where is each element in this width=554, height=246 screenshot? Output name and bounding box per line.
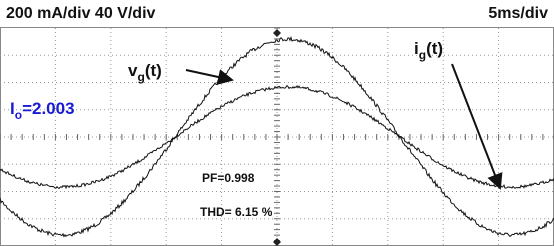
thd-label: THD= 6.15 % <box>200 205 273 219</box>
pf-label: PF=0.998 <box>202 171 255 185</box>
time-label: 5ms/div <box>488 5 548 22</box>
vg-tail: (t) <box>145 61 162 80</box>
ig-tail: (t) <box>426 39 443 58</box>
io-tail: =2.003 <box>22 99 74 118</box>
io-sub: o <box>15 108 22 122</box>
scale-label: 200 mA/div 40 V/div <box>6 5 156 22</box>
ig-sub: g <box>419 48 426 62</box>
scope-screenshot: 200 mA/div 40 V/div 5ms/div vg(t) ig(t) … <box>0 0 554 246</box>
vg-sub: g <box>137 70 144 84</box>
